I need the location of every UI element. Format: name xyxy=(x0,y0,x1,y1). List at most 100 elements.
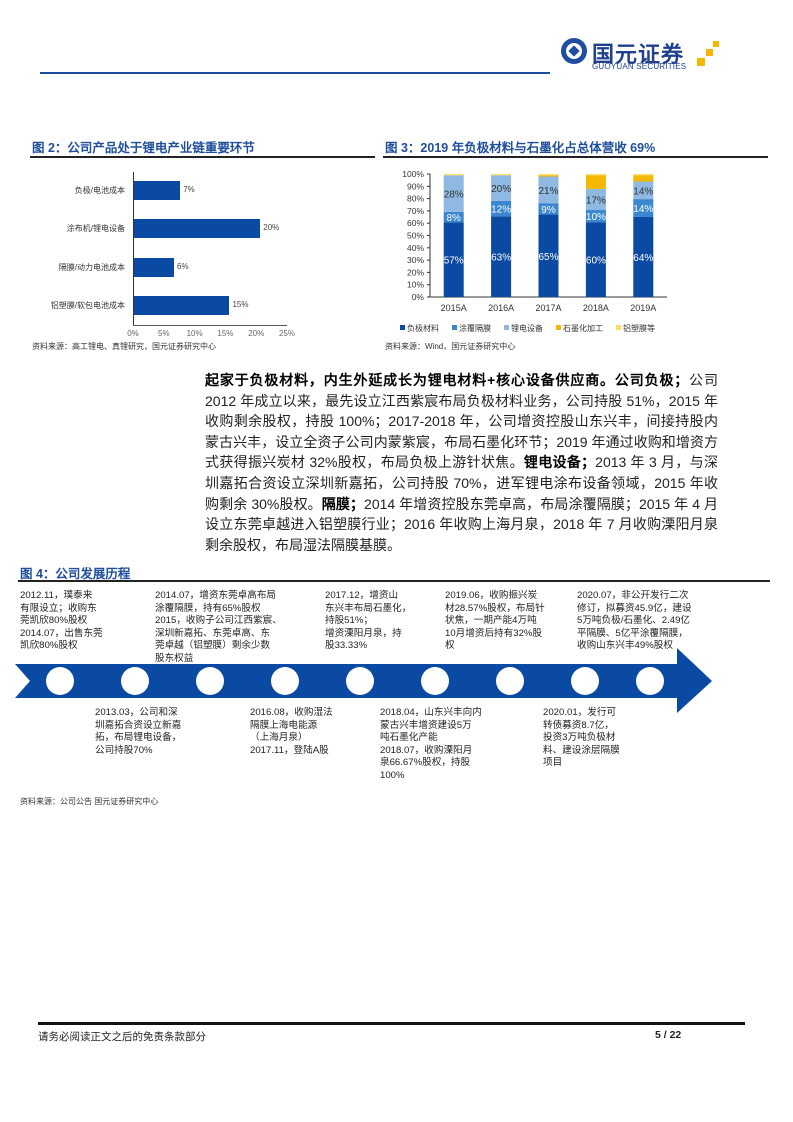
event-line: 2018.04，山东兴丰向内 xyxy=(380,707,482,718)
segment-label: 63% xyxy=(491,253,511,264)
event-line: 公司持股70% xyxy=(95,744,153,756)
body-paragraph: 起家于负极材料，内生外延成长为锂电材料+核心设备供应商。公司负极；公司 2012… xyxy=(205,370,718,555)
event-line: 材28.57%股权，布局针 xyxy=(445,602,545,614)
legend-swatch xyxy=(556,325,561,330)
logo-icon xyxy=(561,38,587,64)
event-line: 莞卓越（铝塑膜）剩余少数 xyxy=(155,640,271,651)
event-line: 2013.03，公司和深 xyxy=(95,707,178,718)
bar-segment xyxy=(633,216,654,297)
bar xyxy=(134,219,261,239)
y-tick-label: 70% xyxy=(407,206,424,216)
timeline-event-top: 2017.12，增资山 东兴丰布局石墨化， 持股51%； 增资溧阳月泉，持 股33.33… xyxy=(325,590,411,653)
timeline-node xyxy=(121,667,149,695)
legend-swatch xyxy=(400,325,405,330)
event-line: 隔膜上海电能源 xyxy=(250,719,318,731)
bar-segment xyxy=(538,203,559,215)
logo-square-icon xyxy=(697,58,705,66)
event-line: 股东权益 xyxy=(155,652,194,664)
timeline-node xyxy=(346,667,374,695)
event-line: 转债募资8.7亿， xyxy=(543,719,614,731)
bar-segment xyxy=(538,175,559,177)
fig3-chart: 0% 10% 20% 30% 40% 50% 60% 70% 80% 90% 100% 57% 8% 28… xyxy=(400,169,667,333)
body-bold-text: 起家于负极材料，内生外延成长为锂电材料+核心设备供应商。公司负极； xyxy=(205,372,689,388)
timeline-node xyxy=(196,667,224,695)
bar xyxy=(134,181,181,201)
timeline-event-top: 2012.11，璞泰来 有限设立；收购东 莞凯欣80%股权 2014.07，出售东莞凯… xyxy=(20,590,103,653)
fig4-title: 图 4：公司发展历程 xyxy=(20,567,131,581)
event-line: 收购山东兴丰49%股权 xyxy=(577,640,673,651)
timeline-event-top: 2014.07，增资东莞卓高布局 涂覆隔膜，持有65%股权 2015，收购子公司江西… xyxy=(155,590,282,665)
fig2-title-rule xyxy=(30,156,375,158)
bar-segment xyxy=(585,222,606,297)
event-line: 蒙古兴丰增资建设5万 xyxy=(380,719,472,731)
bar-segment xyxy=(538,176,559,204)
legend-swatch xyxy=(504,325,509,330)
y-tick-label: 60% xyxy=(407,218,424,228)
timeline-node xyxy=(421,667,449,695)
event-line: 2012.11，璞泰来 xyxy=(20,590,93,601)
value-label: 20% xyxy=(263,223,280,233)
segment-label: 12% xyxy=(491,205,511,216)
event-line: 10月增资后持有32%股 xyxy=(445,627,543,639)
bar-segment xyxy=(585,188,606,211)
segment-label: 21% xyxy=(538,186,558,197)
y-tick-label: 10% xyxy=(407,280,424,290)
y-tick-label: 80% xyxy=(407,194,424,204)
bar-segment xyxy=(443,175,464,212)
fig3-title: 图 3：2019 年负极材料与石墨化占总体营收 69% xyxy=(385,141,656,155)
event-line: 吨石墨化产能 xyxy=(380,732,438,743)
event-line: 2020.01，发行可 xyxy=(543,707,617,718)
bar-segment xyxy=(538,214,559,297)
timeline-event-top: 2020.07，非公开发行二次 修订，拟募资45.9亿，建设 5万吨负极/石墨化、2… xyxy=(577,590,692,653)
event-line: 2020.07，非公开发行二次 xyxy=(577,590,689,601)
timeline-event-bottom: 2016.08，收购湿法 隔膜上海电能源 （上海月泉） 2017.11，登陆A股 xyxy=(250,707,333,757)
timeline-node xyxy=(271,667,299,695)
event-line: 有限设立；收购东 xyxy=(20,602,97,614)
x-tick-label: 2016A xyxy=(488,303,514,313)
y-tick-label: 90% xyxy=(407,181,424,191)
bar-segment xyxy=(538,174,559,176)
footer-rule xyxy=(38,1022,745,1025)
bar-segment xyxy=(443,174,464,176)
x-tick-label: 2017A xyxy=(535,303,561,313)
bar-segment xyxy=(585,210,606,223)
event-line: 2017.11，登陆A股 xyxy=(250,744,329,756)
brand-name-cn: 国元证券 xyxy=(592,42,685,67)
fig3-title-rule xyxy=(383,156,768,158)
x-tick-label: 2019A xyxy=(630,303,656,313)
timeline-event-bottom: 2018.04，山东兴丰向内 蒙古兴丰增资建设5万 吨石墨化产能 2018.07，收购… xyxy=(380,707,482,782)
event-line: 涂覆隔膜，持有65%股权 xyxy=(155,602,261,614)
event-line: 权 xyxy=(445,640,455,651)
x-axis xyxy=(133,325,287,326)
event-line: 2015，收购子公司江西紫宸、 xyxy=(155,615,282,626)
segment-label: 64% xyxy=(633,253,653,264)
body-text: 2013 年 3 月，与深圳嘉拓合资设立深圳新嘉拓，公司持股 70%，进军锂电涂… xyxy=(205,454,718,512)
event-line: 项目 xyxy=(543,757,563,768)
legend-label: 涂覆隔膜 xyxy=(459,323,491,333)
y-tick-label: 50% xyxy=(407,231,424,241)
event-line: 深圳新嘉拓、东莞卓高、东 xyxy=(155,627,271,639)
event-line: 2019.06，收购振兴炭 xyxy=(445,590,538,601)
segment-label: 60% xyxy=(586,256,606,267)
x-tick-label: 2018A xyxy=(583,303,609,313)
y-tick-label: 40% xyxy=(407,243,424,253)
bar-segment xyxy=(443,222,464,297)
legend-swatch xyxy=(616,325,621,330)
fig4-source: 资料来源：公司公告 国元证券研究中心 xyxy=(20,797,159,806)
event-line: 状焦，一期产能4万吨 xyxy=(445,615,537,626)
event-line: 2017.12，增资山 xyxy=(325,590,399,601)
legend-label: 负极材料 xyxy=(407,323,439,333)
timeline-event-bottom: 2020.01，发行可 转债募资8.7亿， 投资3万吨负极材 料、建设涂层隔膜 项目 xyxy=(543,707,620,770)
event-line: （上海月泉） xyxy=(250,732,308,743)
legend-label: 锂电设备 xyxy=(511,323,543,333)
bar-segment xyxy=(443,211,464,223)
legend-label: 铝塑膜等 xyxy=(623,323,655,333)
bar-segment xyxy=(491,216,512,297)
bar-segment xyxy=(491,200,512,217)
legend-label: 石墨化加工 xyxy=(563,323,603,333)
timeline-node xyxy=(46,667,74,695)
event-line: 泉66.67%股权，持股 xyxy=(380,757,471,768)
bar xyxy=(134,257,175,277)
segment-label: 8% xyxy=(446,213,461,224)
event-line: 凯欣80%股权 xyxy=(20,640,78,651)
